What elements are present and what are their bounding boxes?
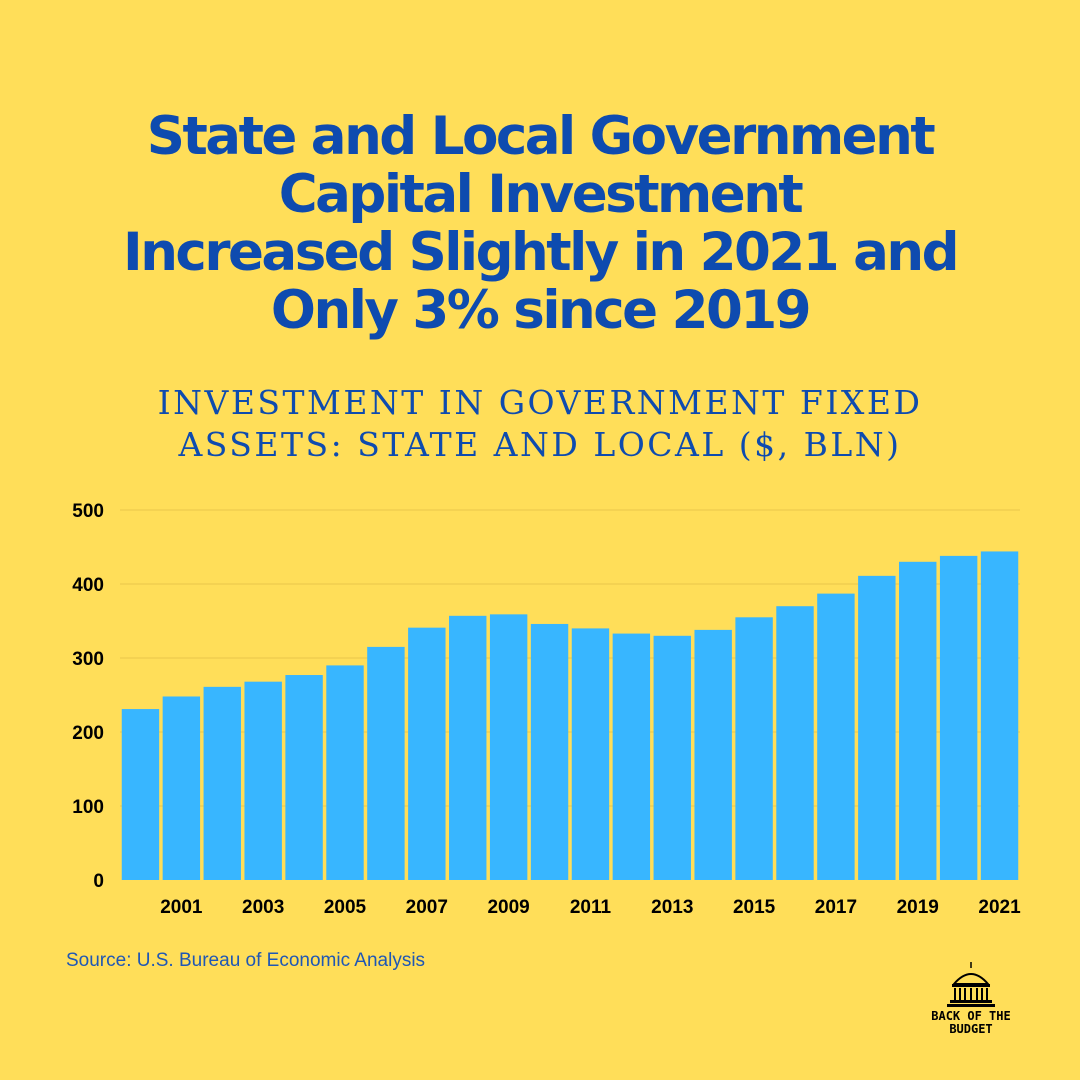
title-line-2: Capital Investment: [278, 164, 804, 225]
bar-2014: [694, 629, 732, 880]
bar-2005: [326, 665, 364, 880]
x-tick-label: 2021: [978, 897, 1021, 918]
bars: [121, 551, 1019, 880]
y-tick-label: 200: [72, 723, 104, 744]
chart-title: State and Local Government Capital Inves…: [40, 108, 1040, 340]
capitol-dome-icon: [947, 962, 995, 1007]
title-line-4: Only 3% since 2019: [270, 280, 812, 341]
y-tick-label: 100: [72, 797, 104, 818]
back-of-the-budget-logo: BACK OF THE BUDGET: [918, 960, 1024, 1042]
bar-2003: [244, 681, 282, 880]
bar-2021: [980, 551, 1019, 880]
title-line-3: Increased Slightly in 2021 and: [122, 222, 960, 283]
y-tick-label: 500: [72, 501, 104, 522]
bar-2019: [899, 561, 937, 880]
title-line-1: State and Local Government: [146, 106, 936, 167]
x-axis-ticks: 2001 2003 2005 2007 2009 2011 2013 2015 2017 2019…: [160, 897, 1021, 918]
bar-2012: [612, 633, 651, 880]
x-tick-label: 2007: [406, 897, 448, 918]
bar-2004: [285, 675, 323, 880]
bar-2000: [121, 709, 160, 880]
y-tick-label: 400: [72, 575, 104, 596]
y-axis-ticks: 0 100 200 300 400 500: [72, 501, 104, 892]
bar-chart: 0 100 200 300 400 500 2001 2003 2005 2007 2009 201…: [72, 501, 1021, 918]
bar-2017: [817, 593, 855, 880]
x-tick-label: 2017: [815, 897, 857, 918]
x-tick-label: 2003: [242, 897, 284, 918]
bar-2010: [530, 623, 569, 880]
y-tick-label: 300: [72, 649, 104, 670]
bar-2008: [449, 615, 487, 880]
x-tick-label: 2009: [487, 897, 529, 918]
chart-subtitle: INVESTMENT IN GOVERNMENT FIXED ASSETS: S…: [40, 382, 1040, 466]
bar-2013: [653, 635, 691, 880]
x-tick-label: 2005: [324, 897, 367, 918]
x-tick-label: 2015: [733, 897, 776, 918]
logo-line-2: BUDGET: [949, 1022, 993, 1036]
bar-2001: [162, 696, 201, 880]
source-note: Source: U.S. Bureau of Economic Analysis: [66, 950, 426, 971]
logo-line-1: BACK OF THE: [931, 1009, 1011, 1023]
bar-2006: [367, 646, 405, 880]
bar-2015: [735, 617, 773, 880]
bar-2011: [571, 628, 610, 880]
bar-2007: [408, 627, 446, 880]
bar-2016: [776, 606, 814, 880]
subtitle-line-2: ASSETS: STATE AND LOCAL ($, BLN): [178, 425, 902, 464]
subtitle-line-1: INVESTMENT IN GOVERNMENT FIXED: [157, 383, 923, 422]
bar-2020: [939, 555, 978, 880]
x-tick-label: 2019: [897, 897, 939, 918]
x-tick-label: 2013: [651, 897, 693, 918]
bar-2018: [858, 575, 896, 880]
bar-2002: [203, 686, 241, 880]
x-tick-label: 2011: [570, 897, 612, 918]
x-tick-label: 2001: [160, 897, 203, 918]
bar-2009: [489, 614, 528, 880]
y-tick-label: 0: [93, 871, 104, 892]
